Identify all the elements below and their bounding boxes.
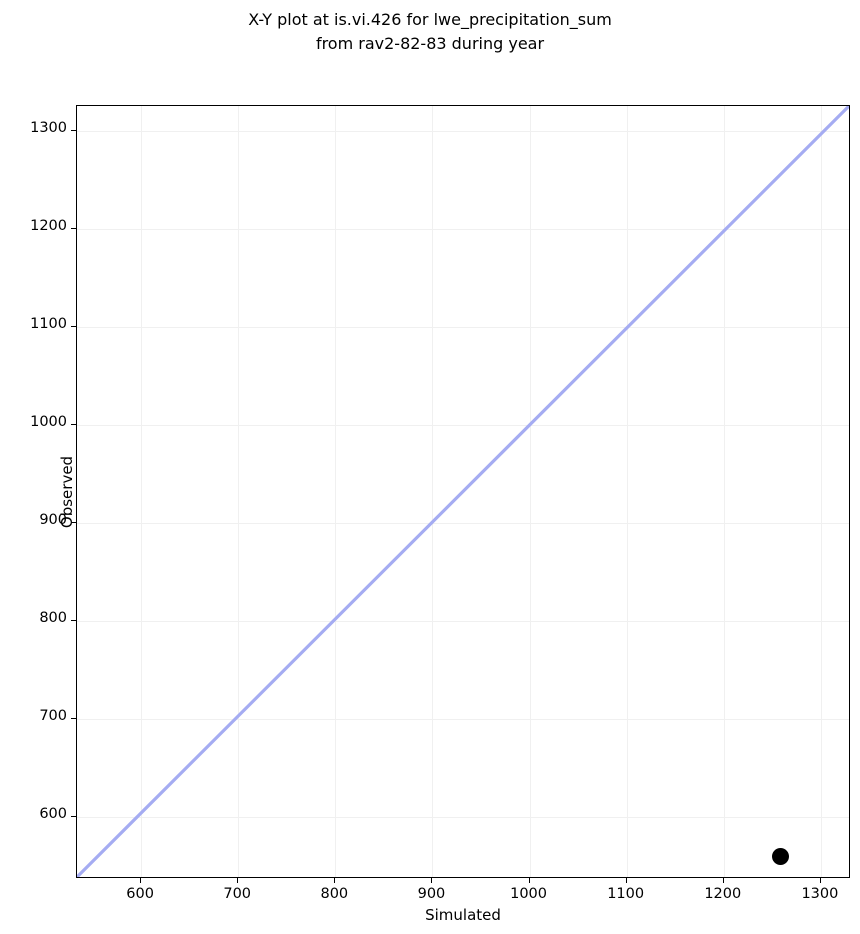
gridline-horizontal [77,228,849,230]
x-tick-label: 1300 [801,886,839,902]
x-tick-label: 700 [223,886,252,902]
y-tick-label: 800 [39,610,67,626]
x-tick-label: 800 [320,886,349,902]
gridline-vertical [141,106,143,877]
chart-title: X-Y plot at is.vi.426 for lwe_precipitat… [248,10,612,53]
x-tick-mark [528,878,530,883]
x-tick-label: 1200 [704,886,742,902]
gridline-vertical [432,106,434,877]
y-tick-mark [71,129,76,131]
y-tick-mark [71,325,76,327]
one-to-one-line [77,106,849,877]
gridline-horizontal [77,522,849,524]
gridline-vertical [335,106,337,877]
gridline-horizontal [77,130,849,132]
y-tick-label: 1100 [30,315,67,332]
gridline-vertical [626,106,628,877]
x-tick-label: 1100 [607,886,645,902]
x-tick-label: 900 [417,886,446,902]
y-tick-label: 1000 [30,413,67,430]
gridline-vertical [529,106,531,877]
y-tick-mark [71,521,76,523]
gridline-horizontal [77,424,849,426]
data-point-marker[interactable] [771,847,789,865]
x-tick-mark [722,878,724,883]
gridline-horizontal [77,621,849,622]
x-tick-label: 1000 [510,886,547,902]
x-tick-label: 600 [126,886,154,902]
y-axis-label: Observed [58,455,76,529]
x-tick-mark [819,878,821,883]
x-tick-mark [140,878,142,883]
gridline-horizontal [77,326,849,328]
y-tick-label: 900 [39,511,67,528]
gridline-vertical [723,106,725,877]
y-tick-label: 700 [39,708,67,725]
gridline-vertical [820,106,822,877]
x-tick-mark [237,878,239,883]
y-tick-mark [71,227,76,229]
y-tick-label: 1300 [30,119,67,136]
x-tick-mark [431,878,433,883]
gridline-horizontal [77,817,849,819]
y-tick-mark [71,423,76,425]
gridline-horizontal [77,719,849,721]
y-tick-mark [71,718,76,720]
plot-area[interactable] [76,105,850,878]
y-tick-mark [71,816,76,818]
y-axis-tick-labels: 600 700 800 900 1000 1100 1200 1300 [0,0,67,934]
x-axis-label: Simulated [425,906,501,924]
y-tick-mark [71,620,76,621]
y-tick-label: 1200 [30,217,67,234]
x-tick-mark [625,878,627,883]
gridline-vertical [238,106,240,877]
y-tick-label: 600 [39,806,67,823]
x-tick-mark [334,878,336,883]
